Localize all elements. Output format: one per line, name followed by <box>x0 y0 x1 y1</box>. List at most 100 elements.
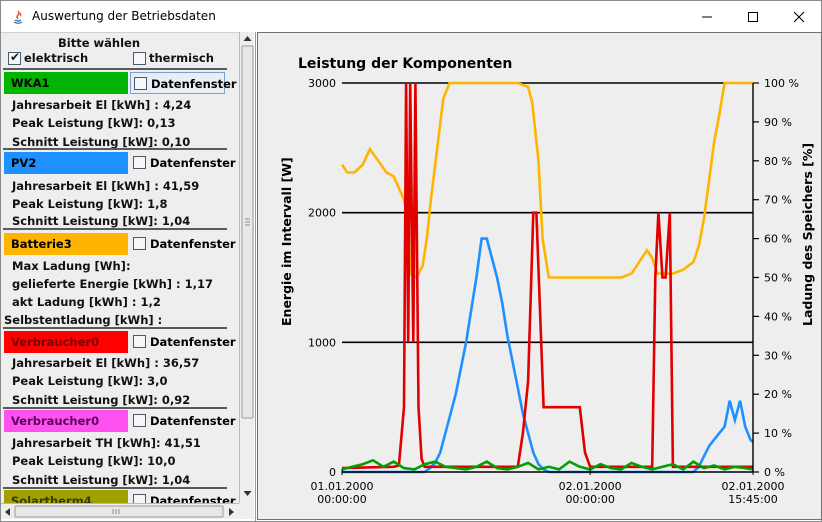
datenfenster-toggle-wka1[interactable]: Datenfenster <box>130 72 237 94</box>
stat-line: gelieferte Energie [kWh] : 1,17 <box>12 277 213 291</box>
maximize-button[interactable] <box>730 1 776 32</box>
component-name: Solartherm4 <box>11 494 92 503</box>
separator <box>3 148 227 150</box>
scroll-corner <box>239 503 254 519</box>
checkmark-icon: ✔ <box>10 50 21 64</box>
minimize-button[interactable] <box>684 1 730 32</box>
stat-line: Schnitt Leistung [kW]: 0,92 <box>12 393 191 407</box>
chart-title: Leistung der Komponenten <box>298 56 512 72</box>
vertical-scrollbar[interactable] <box>239 32 254 503</box>
datenfenster-toggle-solartherm4[interactable]: Datenfenster <box>130 490 236 503</box>
y-tick-label: 3000 <box>308 77 336 90</box>
datenfenster-checkbox[interactable] <box>133 237 146 250</box>
scroll-right-icon[interactable] <box>229 508 234 516</box>
y2-tick-label: 30 % <box>764 349 792 362</box>
scroll-left-icon[interactable] <box>5 508 10 516</box>
stat-line: Schnitt Leistung [kW]: 1,04 <box>12 214 191 228</box>
datenfenster-toggle-pv2[interactable]: Datenfenster <box>130 152 236 174</box>
series-line <box>341 458 754 471</box>
datenfenster-checkbox[interactable] <box>134 77 147 90</box>
component-color-pv2: PV2 <box>4 152 128 174</box>
horizontal-scrollbar[interactable] <box>1 503 239 519</box>
datenfenster-checkbox[interactable] <box>133 156 146 169</box>
y2-tick-label: 90 % <box>764 116 792 129</box>
separator <box>3 487 227 489</box>
datenfenster-toggle-verbraucher0-el[interactable]: Datenfenster <box>130 331 236 353</box>
elektrisch-label: elektrisch <box>24 51 89 65</box>
stat-line: Max Ladung [Wh]: <box>12 259 131 273</box>
component-name: Verbraucher0 <box>11 335 100 349</box>
component-color-verbraucher0-el: Verbraucher0 <box>4 331 128 353</box>
datenfenster-checkbox[interactable] <box>133 414 146 427</box>
datenfenster-label: Datenfenster <box>150 494 236 503</box>
component-color-batterie3: Batterie3 <box>4 233 128 255</box>
x-tick-label: 00:00:00 <box>317 493 366 506</box>
x-tick-label: 02.01.2000 <box>722 480 785 493</box>
component-color-wka1: WKA1 <box>4 72 128 94</box>
x-tick-label: 01.01.2000 <box>311 480 374 493</box>
separator <box>3 228 227 230</box>
separator <box>3 327 227 329</box>
y2-tick-label: 70 % <box>764 194 792 207</box>
y2-tick-label: 20 % <box>764 388 792 401</box>
stat-line: Jahresarbeit El [kWh] : 41,59 <box>12 179 200 193</box>
thermisch-checkbox[interactable] <box>133 52 146 65</box>
datenfenster-checkbox[interactable] <box>133 335 146 348</box>
x-tick-label: 00:00:00 <box>565 493 614 506</box>
series-line <box>340 81 753 280</box>
separator <box>3 407 227 409</box>
stat-line: Jahresarbeit El [kWh] : 36,57 <box>12 356 200 370</box>
stat-line: Jahresarbeit El [kWh] : 4,24 <box>12 98 192 112</box>
y2-axis-label: Ladung des Speichers [%] <box>800 143 815 326</box>
power-chart: Leistung der Komponenten 0 1000 2000 3000 01… <box>279 56 815 506</box>
scroll-thumb[interactable] <box>241 45 254 419</box>
close-button[interactable] <box>776 1 822 32</box>
datenfenster-checkbox[interactable] <box>133 494 146 503</box>
x-tick-label: 15:45:00 <box>728 493 777 506</box>
datenfenster-toggle-verbraucher0-th[interactable]: Datenfenster <box>130 410 236 432</box>
minimize-icon <box>702 16 712 17</box>
datenfenster-label: Datenfenster <box>151 77 237 91</box>
stat-line: Peak Leistung [kW]: 1,8 <box>12 197 168 211</box>
y2-tick-label: 40 % <box>764 310 792 323</box>
scroll-down-icon[interactable] <box>243 491 252 496</box>
series-layer <box>340 81 754 474</box>
stat-line: Peak Leistung [kW]: 3,0 <box>12 374 168 388</box>
y-axis-label: Energie im Intervall [W] <box>279 157 294 326</box>
maximize-icon <box>748 11 758 22</box>
component-name: Verbraucher0 <box>11 414 100 428</box>
window-title: Auswertung der Betriebsdaten <box>32 9 216 23</box>
y2-tick-label: 100 % <box>764 77 799 90</box>
component-color-verbraucher0-th: Verbraucher0 <box>4 410 128 432</box>
y-tick-label: 1000 <box>308 336 336 349</box>
title-bar[interactable]: Auswertung der Betriebsdaten <box>1 1 821 32</box>
stat-line: Peak Leistung [kW]: 0,13 <box>12 116 176 130</box>
datenfenster-label: Datenfenster <box>150 335 236 349</box>
elektrisch-checkbox[interactable]: ✔ <box>8 50 21 65</box>
stat-line: Jahresarbeit TH [kWh]: 41,51 <box>12 436 201 450</box>
datenfenster-label: Datenfenster <box>150 414 236 428</box>
axes: 010002000300001.01.200000:00:0002.01.200… <box>308 77 799 506</box>
y2-tick-label: 10 % <box>764 427 792 440</box>
scroll-up-icon[interactable] <box>243 36 252 41</box>
x-tick-label: 02.01.2000 <box>559 480 622 493</box>
chart-area: Leistung der Komponenten 0 1000 2000 3000 01… <box>257 32 822 520</box>
stat-line: Selbstentladung [kWh] : <box>4 313 163 327</box>
datenfenster-toggle-batterie3[interactable]: Datenfenster <box>130 233 236 255</box>
choose-header: Bitte wählen <box>58 36 141 50</box>
y-tick-label: 2000 <box>308 207 336 220</box>
stat-line: Peak Leistung [kW]: 10,0 <box>12 454 176 468</box>
stat-line: Schnitt Leistung [kW]: 0,10 <box>12 135 191 149</box>
series-line <box>342 237 754 474</box>
stat-line: akt Ladung [kWh] : 1,2 <box>12 295 161 309</box>
component-color-solartherm4: Solartherm4 <box>4 490 128 503</box>
separator <box>3 68 227 70</box>
component-name: Batterie3 <box>11 237 72 251</box>
stat-line: Schnitt Leistung [kW]: 1,04 <box>12 473 191 487</box>
y2-tick-label: 0 % <box>764 466 785 479</box>
chart-panel: Leistung der Komponenten 0 1000 2000 3000 01… <box>255 32 822 521</box>
close-icon <box>793 11 805 22</box>
datenfenster-label: Datenfenster <box>150 156 236 170</box>
component-name: WKA1 <box>11 76 50 90</box>
